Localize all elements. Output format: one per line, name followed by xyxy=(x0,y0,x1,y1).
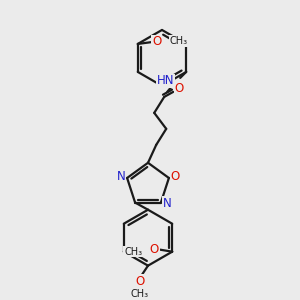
Text: N: N xyxy=(117,170,125,184)
Text: CH₃: CH₃ xyxy=(131,289,149,298)
Text: O: O xyxy=(152,35,161,48)
Text: CH₃: CH₃ xyxy=(124,247,142,257)
Text: HN: HN xyxy=(157,74,174,87)
Text: N: N xyxy=(163,197,171,210)
Text: O: O xyxy=(135,275,145,288)
Text: O: O xyxy=(170,170,179,184)
Text: O: O xyxy=(175,82,184,95)
Text: CH₃: CH₃ xyxy=(170,36,188,46)
Text: O: O xyxy=(150,243,159,256)
